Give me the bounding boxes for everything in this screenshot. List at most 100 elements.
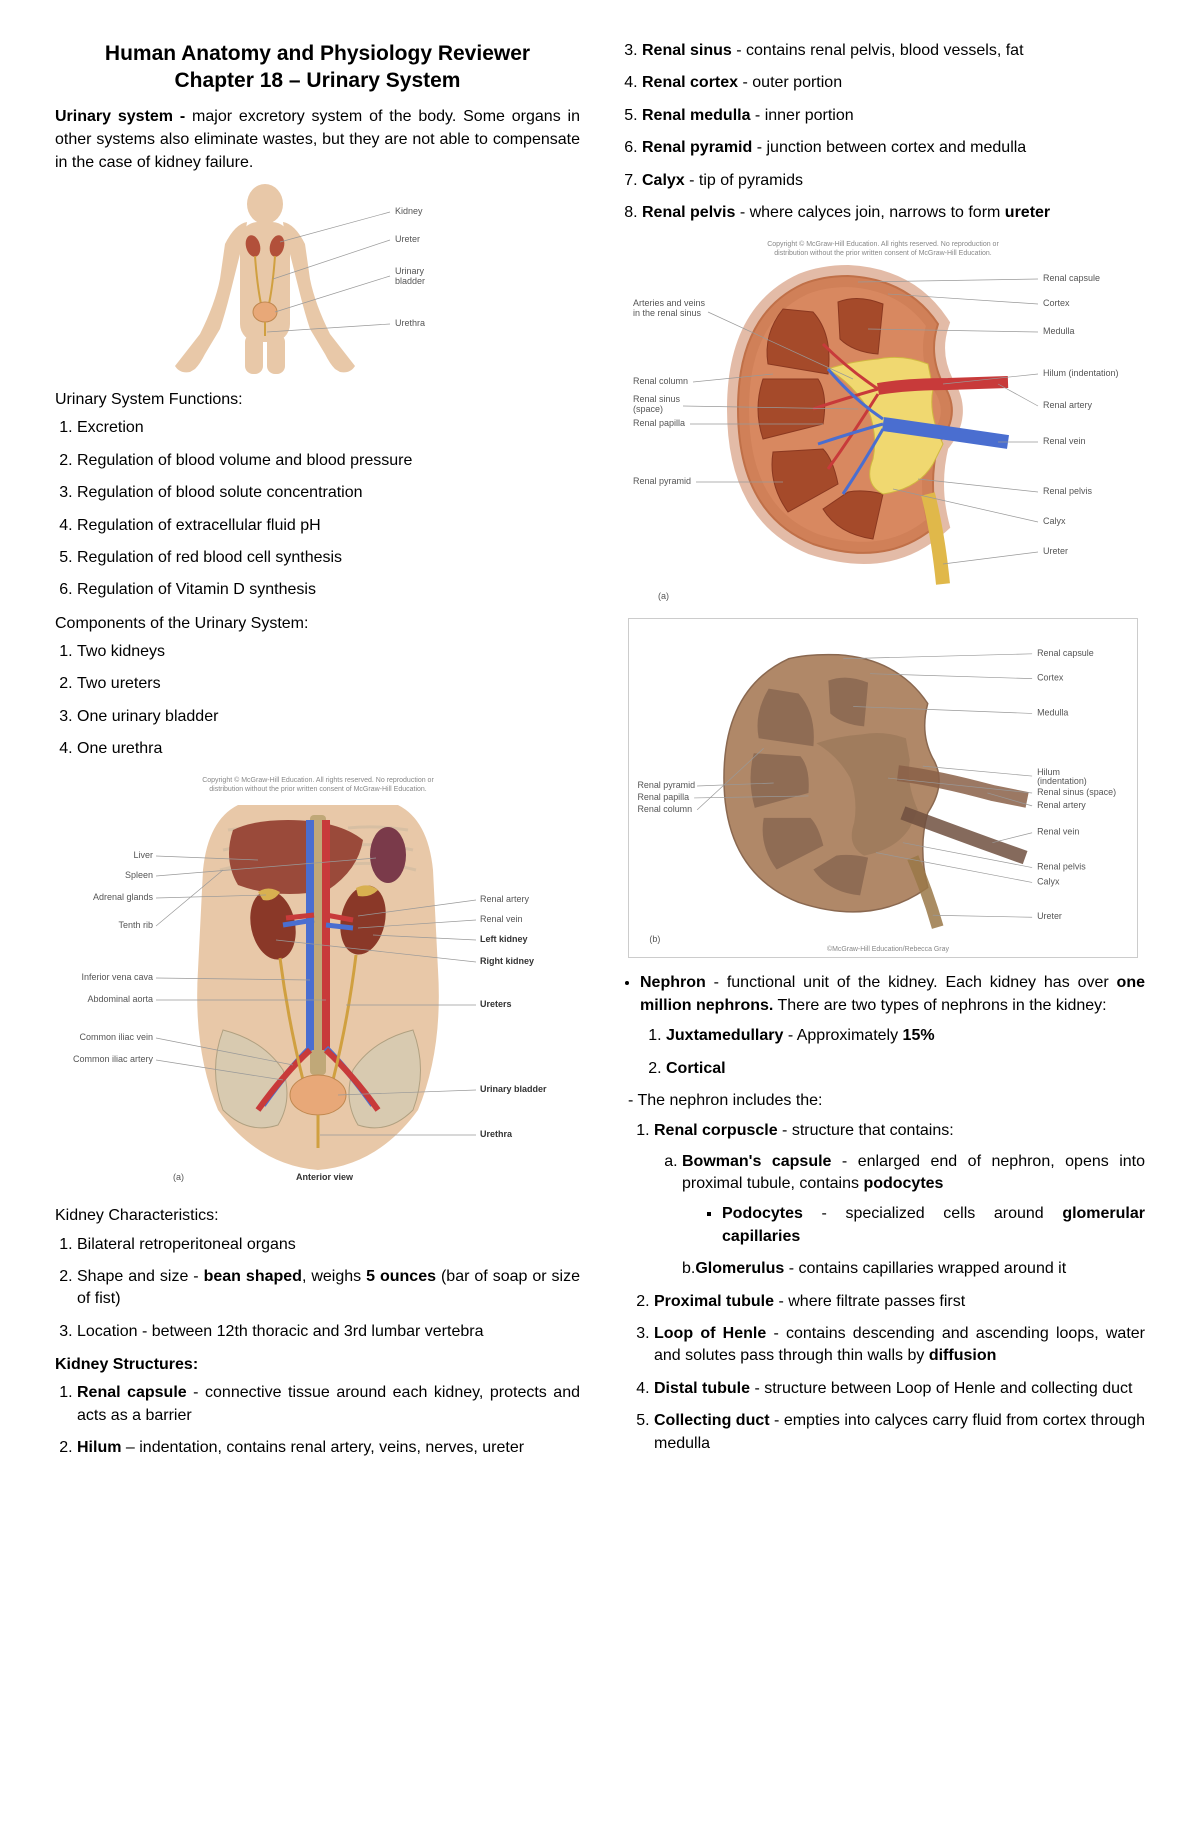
fig2-r-ur: Ureters <box>480 999 512 1009</box>
function-item: Excretion <box>77 417 580 439</box>
nephron-part: Proximal tubule - where filtrate passes … <box>654 1291 1145 1313</box>
fig4-l-0: Renal pyramid <box>637 780 695 790</box>
fig4-l-2: Renal column <box>637 804 692 814</box>
fig3-r-2: Medulla <box>1043 326 1075 336</box>
nephron-types-list: Juxtamedullary - Approximately 15% Corti… <box>640 1025 1145 1080</box>
figure-anterior-view: Copyright © McGraw-Hill Education. All r… <box>58 770 578 1190</box>
function-item: Regulation of extracellular fluid pH <box>77 515 580 537</box>
kidney-struct-list-right: Renal sinus - contains renal pelvis, blo… <box>620 40 1145 224</box>
fig1-label-bladder: Urinary <box>395 266 425 276</box>
fig2-l-cia: Common iliac artery <box>72 1054 153 1064</box>
corpuscle-a: Bowman's capsule - enlarged end of nephr… <box>682 1151 1145 1249</box>
struct-item: Hilum – indentation, contains renal arte… <box>77 1437 580 1459</box>
fig1-label-urethra: Urethra <box>395 318 425 328</box>
nephron-part: Distal tubule - structure between Loop o… <box>654 1378 1145 1400</box>
fig4-credit: ©McGraw-Hill Education/Rebecca Gray <box>827 945 949 953</box>
kidney-struct-heading: Kidney Structures: <box>55 1353 580 1376</box>
components-list: Two kidneys Two ureters One urinary blad… <box>55 641 580 761</box>
struct-item: Renal sinus - contains renal pelvis, blo… <box>642 40 1145 62</box>
nephron-part: Collecting duct - empties into calyces c… <box>654 1410 1145 1455</box>
fig2-r-bl: Urinary bladder <box>480 1084 547 1094</box>
doc-title: Human Anatomy and Physiology Reviewer Ch… <box>55 40 580 95</box>
fig1-label-bladder2: bladder <box>395 276 425 286</box>
fig4-caption: (b) <box>649 934 660 944</box>
fig2-r-ra: Renal artery <box>480 894 530 904</box>
fig4-r-1: Cortex <box>1037 673 1064 683</box>
fig3-l-3: Renal papilla <box>633 418 685 428</box>
fig2-l-ivc: Inferior vena cava <box>81 972 153 982</box>
fig3-copyright2: distribution without the prior written c… <box>774 250 992 257</box>
fig2-l-spleen: Spleen <box>124 870 152 880</box>
fig2-l-liver: Liver <box>133 850 153 860</box>
podocytes-item: Podocytes - specialized cells around glo… <box>722 1203 1145 1248</box>
nephron-def: Nephron - functional unit of the kidney.… <box>640 972 1145 1080</box>
fig4-l-1: Renal papilla <box>637 792 689 802</box>
left-column: Human Anatomy and Physiology Reviewer Ch… <box>55 40 580 1470</box>
component-item: Two ureters <box>77 673 580 695</box>
fig4-r-9: Ureter <box>1037 912 1062 922</box>
fig1-label-kidney: Kidney <box>395 206 423 216</box>
figure-body-outline: Kidney Ureter Urinary bladder Urethra <box>145 184 475 374</box>
fig3-l-1: Renal column <box>633 376 688 386</box>
kid-char-item: Shape and size - bean shaped, weighs 5 o… <box>77 1266 580 1311</box>
fig4-r-6: Renal vein <box>1037 827 1079 837</box>
fig4-r-4: Renal sinus (space) <box>1037 787 1116 797</box>
title-line-1: Human Anatomy and Physiology Reviewer <box>105 42 530 65</box>
kidney-struct-list-left: Renal capsule - connective tissue around… <box>55 1382 580 1459</box>
nephron-includes-head: The nephron includes the: Renal corpuscl… <box>628 1090 1145 1455</box>
podocytes-list: Podocytes - specialized cells around glo… <box>682 1203 1145 1248</box>
corpuscle-b: b.Glomerulus - contains capillaries wrap… <box>654 1258 1145 1280</box>
nephron-bullet: Nephron - functional unit of the kidney.… <box>620 972 1145 1080</box>
nephron-includes: The nephron includes the: Renal corpuscl… <box>620 1090 1145 1455</box>
fig3-l-2a: Renal sinus <box>633 394 681 404</box>
figure-kidney-photo: Renal pyramid Renal papilla Renal column… <box>628 618 1138 958</box>
function-item: Regulation of red blood cell synthesis <box>77 547 580 569</box>
nephron-type: Cortical <box>666 1058 1145 1080</box>
fig2-l-adrenal: Adrenal glands <box>92 892 153 902</box>
fig3-r-6: Renal pelvis <box>1043 486 1093 496</box>
fig4-r-5: Renal artery <box>1037 800 1086 810</box>
intro-bold: Urinary system - <box>55 108 185 125</box>
fig3-r-3: Hilum (indentation) <box>1043 368 1119 378</box>
fig3-copyright: Copyright © McGraw-Hill Education. All r… <box>767 240 999 248</box>
fig4-r-8: Calyx <box>1037 877 1060 887</box>
fig3-r-0: Renal capsule <box>1043 273 1100 283</box>
page: Human Anatomy and Physiology Reviewer Ch… <box>55 40 1145 1470</box>
fig2-r-rk: Right kidney <box>480 956 534 966</box>
kidney-char-list: Bilateral retroperitoneal organs Shape a… <box>55 1234 580 1344</box>
figure-kidney-illustration: Copyright © McGraw-Hill Education. All r… <box>628 234 1138 604</box>
fig2-r-rv: Renal vein <box>480 914 523 924</box>
struct-item: Renal pelvis - where calyces join, narro… <box>642 202 1145 224</box>
fig3-l-2b: (space) <box>633 404 663 414</box>
struct-item: Calyx - tip of pyramids <box>642 170 1145 192</box>
function-item: Regulation of Vitamin D synthesis <box>77 579 580 601</box>
component-item: One urinary bladder <box>77 706 580 728</box>
fig3-caption: (a) <box>658 591 669 601</box>
components-heading: Components of the Urinary System: <box>55 612 580 635</box>
intro-paragraph: Urinary system - major excretory system … <box>55 105 580 175</box>
struct-item: Renal capsule - connective tissue around… <box>77 1382 580 1427</box>
fig2-copyright2: distribution without the prior written c… <box>209 786 427 793</box>
fig2-caption: Anterior view <box>296 1172 354 1182</box>
functions-list: Excretion Regulation of blood volume and… <box>55 417 580 601</box>
function-item: Regulation of blood solute concentration <box>77 482 580 504</box>
component-item: Two kidneys <box>77 641 580 663</box>
fig3-l-0b: in the renal sinus <box>633 308 702 318</box>
struct-item: Renal pyramid - junction between cortex … <box>642 137 1145 159</box>
fig2-r-lk: Left kidney <box>480 934 528 944</box>
fig2-r-ue: Urethra <box>480 1129 513 1139</box>
fig2-l-aorta: Abdominal aorta <box>87 994 153 1004</box>
fig3-r-8: Ureter <box>1043 546 1068 556</box>
right-column: Renal sinus - contains renal pelvis, blo… <box>620 40 1145 1470</box>
fig2-l-rib: Tenth rib <box>118 920 153 930</box>
functions-heading: Urinary System Functions: <box>55 388 580 411</box>
fig3-l-4: Renal pyramid <box>633 476 691 486</box>
fig4-r-0: Renal capsule <box>1037 648 1094 658</box>
nephron-parts-list: Renal corpuscle - structure that contain… <box>628 1120 1145 1455</box>
fig3-l-0a: Arteries and veins <box>633 298 706 308</box>
fig3-r-7: Calyx <box>1043 516 1066 526</box>
fig4-r-7: Renal pelvis <box>1037 862 1086 872</box>
corpuscle-sublist: Bowman's capsule - enlarged end of nephr… <box>654 1151 1145 1249</box>
component-item: One urethra <box>77 738 580 760</box>
fig4-r-3b: (indentation) <box>1037 776 1087 786</box>
